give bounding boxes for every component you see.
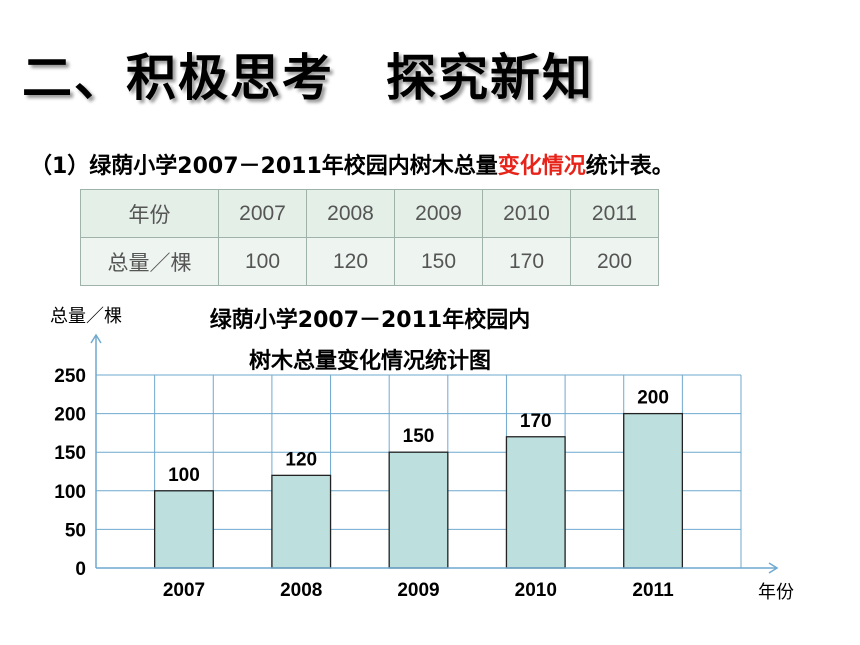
table-cell: 100 <box>218 237 307 286</box>
caption-highlight: 变化情况 <box>497 154 586 179</box>
chart-bars <box>153 412 684 569</box>
table-header-total: 总量／棵 <box>80 237 219 286</box>
table-cell: 2011 <box>570 189 659 238</box>
statistics-table: 年份 2007 2008 2009 2010 2011 总量／棵 100 120… <box>80 189 659 286</box>
chart-axes <box>90 333 779 574</box>
table-header-year: 年份 <box>80 189 219 238</box>
bar-value-label: 120 <box>285 449 317 470</box>
bar-value-label: 170 <box>520 411 552 432</box>
table-caption: （1）绿荫小学2007－2011年校园内树木总量变化情况统计表。 <box>30 148 674 180</box>
bar <box>153 490 214 569</box>
table-cell: 2008 <box>306 189 395 238</box>
table-cell: 120 <box>306 237 395 286</box>
bar-value-label: 100 <box>168 465 200 486</box>
bar <box>388 451 449 569</box>
y-axis-arrow <box>90 333 102 344</box>
table-cell: 2007 <box>218 189 307 238</box>
x-tick-label: 2007 <box>163 580 205 601</box>
y-tick-label: 0 <box>75 559 86 580</box>
y-tick-label: 150 <box>54 443 86 464</box>
y-tick-label: 200 <box>54 405 86 426</box>
chart-y-axis-label: 总量／棵 <box>50 306 122 327</box>
chart-labels: 0 50 100 150 200 250 100 2007 120 2008 150 2009 170 2… <box>54 366 674 601</box>
table-row-year: 年份 2007 2008 2009 2010 2011 <box>80 189 659 238</box>
table-row-total: 总量／棵 100 120 150 170 200 <box>80 237 659 286</box>
page-heading: 二、积极思考 探究新知 <box>22 49 594 107</box>
y-tick-label: 50 <box>65 520 86 541</box>
bar-value-label: 150 <box>403 426 435 447</box>
table-cell: 2009 <box>394 189 483 238</box>
x-tick-label: 2011 <box>632 580 674 601</box>
caption-text: （1）绿荫小学2007－2011年校园内树木总量 <box>30 154 498 179</box>
caption-suffix: 统计表。 <box>585 154 674 179</box>
bar-value-label: 200 <box>637 388 669 409</box>
table-cell: 150 <box>394 237 483 286</box>
y-tick-label: 250 <box>54 366 86 387</box>
x-tick-label: 2009 <box>397 580 439 601</box>
chart-title-line-1: 绿荫小学2007－2011年校园内 <box>209 308 531 333</box>
bar <box>505 436 566 569</box>
bar <box>271 474 332 569</box>
bar <box>623 412 684 569</box>
table-cell: 200 <box>570 237 659 286</box>
x-tick-label: 2010 <box>515 580 557 601</box>
chart-x-axis-label: 年份 <box>758 582 794 603</box>
chart-title-line-2: 树木总量变化情况统计图 <box>248 349 491 374</box>
table-cell: 2010 <box>482 189 571 238</box>
x-axis-arrow <box>768 562 779 574</box>
table-cell: 170 <box>482 237 571 286</box>
x-tick-label: 2008 <box>280 580 322 601</box>
y-tick-label: 100 <box>54 482 86 503</box>
